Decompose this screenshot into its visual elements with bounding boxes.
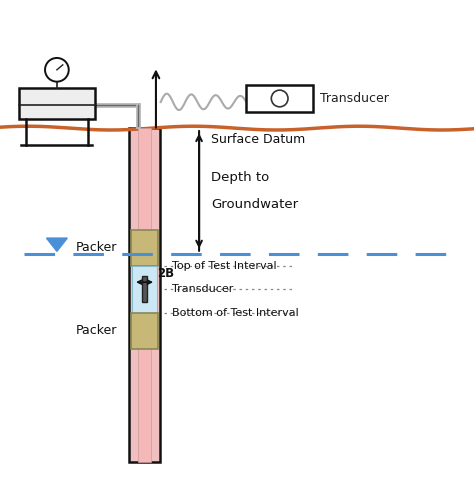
Text: Packer: Packer [76,324,118,337]
Bar [131,313,158,349]
Bar [246,85,313,112]
Text: Transducer: Transducer [320,92,389,105]
Circle shape [45,58,69,81]
Text: Top of Test Interval: Top of Test Interval [172,261,276,271]
Bar [132,265,157,313]
Text: Surface Datum: Surface Datum [211,133,305,146]
Text: Groundwater: Groundwater [211,198,298,211]
Bar [142,276,147,302]
Circle shape [271,90,288,107]
Text: 2B: 2B [157,267,174,280]
Bar [19,88,95,119]
Text: Depth to: Depth to [211,171,269,184]
Polygon shape [46,238,67,251]
Text: Bottom of Test Interval: Bottom of Test Interval [172,308,298,318]
Text: Transducer: Transducer [172,284,233,294]
Bar [138,128,151,462]
Bar [129,128,160,462]
Text: Packer: Packer [76,241,118,254]
Bar [131,230,158,265]
